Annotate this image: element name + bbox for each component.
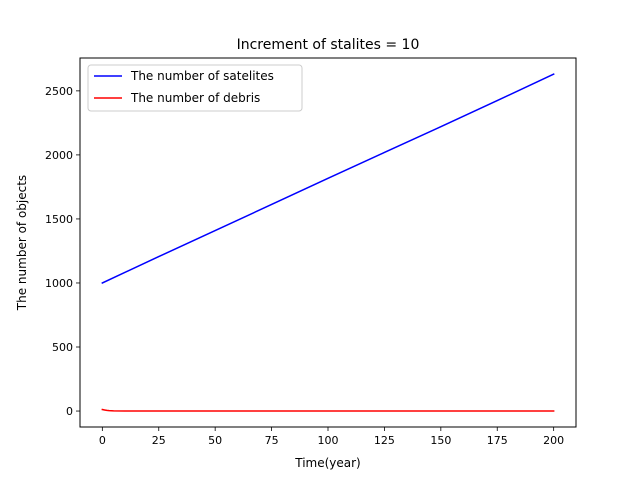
y-tick-label-1: 500 xyxy=(52,341,73,354)
x-tick-label-7: 175 xyxy=(487,434,508,447)
legend-label-1: The number of debris xyxy=(130,91,260,105)
legend-box xyxy=(87,64,303,112)
x-tick-label-8: 200 xyxy=(543,434,564,447)
x-tick-label-1: 25 xyxy=(152,434,166,447)
x-tick-label-2: 50 xyxy=(208,434,222,447)
y-tick-label-5: 2500 xyxy=(45,85,73,98)
legend-entries: The number of satelites The number of deb… xyxy=(94,69,274,105)
series-layer xyxy=(101,73,555,412)
x-tick-label-4: 100 xyxy=(318,434,339,447)
y-tick-label-3: 1500 xyxy=(45,213,73,226)
x-axis-ticks: 0 25 50 75 100 125 150 175 200 xyxy=(99,427,564,447)
legend: The number of satelites The number of deb… xyxy=(87,64,303,112)
y-axis-label: The number of objects xyxy=(15,175,29,311)
x-tick-label-3: 75 xyxy=(265,434,279,447)
x-tick-label-5: 125 xyxy=(374,434,395,447)
x-tick-label-6: 150 xyxy=(430,434,451,447)
series-line-0 xyxy=(101,73,555,284)
x-tick-label-0: 0 xyxy=(99,434,106,447)
chart-title: Increment of stalites = 10 xyxy=(237,37,420,53)
x-axis-label: Time(year) xyxy=(294,456,361,470)
y-tick-label-2: 1000 xyxy=(45,277,73,290)
legend-label-0: The number of satelites xyxy=(130,69,274,83)
y-tick-label-4: 2000 xyxy=(45,149,73,162)
y-tick-label-0: 0 xyxy=(66,405,73,418)
series-line-1 xyxy=(101,408,555,412)
y-axis-ticks: 0 500 1000 1500 2000 2500 xyxy=(45,85,80,418)
